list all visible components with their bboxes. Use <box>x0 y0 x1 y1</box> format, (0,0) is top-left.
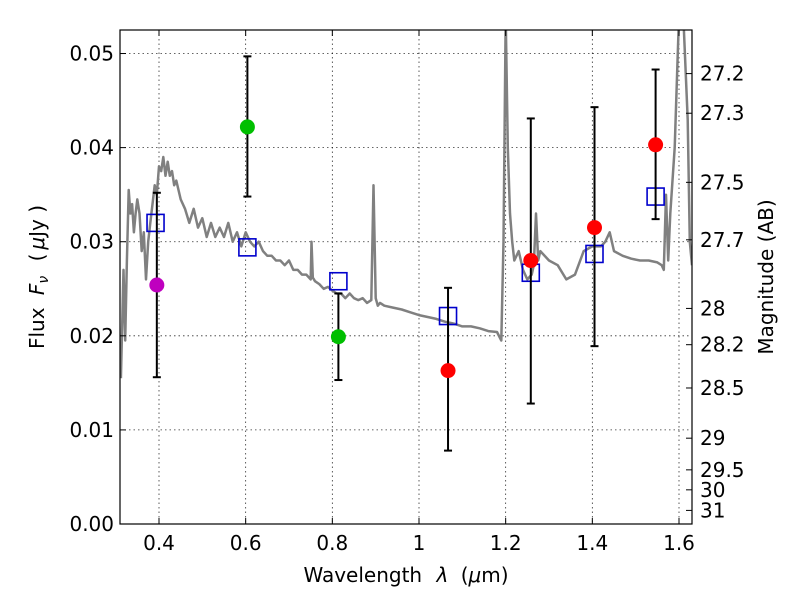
x-axis-ticks: 0.4 0.6 0.8 1 1.2 1.4 1.6 <box>143 30 695 555</box>
observed-flux-point <box>587 220 602 236</box>
plot-frame <box>119 29 693 525</box>
grid <box>120 30 692 525</box>
magnitude-tick-label: 27.7 <box>700 228 745 252</box>
x-axis-label: Wavelength λ (μm) <box>303 563 508 587</box>
observed-flux-point <box>440 363 456 379</box>
y-tick-label: 0.05 <box>69 42 114 66</box>
magnitude-tick-label: 28.5 <box>700 376 745 400</box>
y-tick-label: 0.04 <box>69 136 114 160</box>
magnitude-tick-label: 31 <box>700 498 725 522</box>
magnitude-tick-label: 27.3 <box>700 101 745 125</box>
x-tick-label: 0.4 <box>143 531 175 555</box>
sed-model-line <box>120 30 692 379</box>
magnitude-tick-label: 29 <box>700 426 725 450</box>
model-flux-square <box>146 213 165 233</box>
sed-model-layer <box>120 30 692 379</box>
observed-flux-point <box>330 329 346 345</box>
x-tick-label: 1.6 <box>663 531 695 555</box>
magnitude-tick-label: 27.5 <box>700 170 745 194</box>
magnitude-tick-label: 28 <box>700 296 725 320</box>
observed-flux-point <box>648 137 664 153</box>
y-tick-label: 0.01 <box>69 418 114 442</box>
observed-flux-point <box>523 253 539 269</box>
x-tick-label: 0.8 <box>316 531 348 555</box>
magnitude-tick-label: 29.5 <box>700 458 745 482</box>
x-tick-label: 1 <box>413 531 426 555</box>
y-tick-label: 0.02 <box>69 324 114 348</box>
observed-points-layer <box>149 119 664 379</box>
observed-flux-point <box>149 277 165 293</box>
model-photometry-layer <box>146 187 665 326</box>
observed-flux-point <box>239 119 255 135</box>
x-tick-label: 1.4 <box>576 531 608 555</box>
x-tick-label: 0.6 <box>230 531 262 555</box>
model-flux-square <box>238 238 257 257</box>
y-tick-label: 0.00 <box>69 512 114 536</box>
magnitude-tick-label: 28.2 <box>700 333 745 357</box>
y-axis-ticks: 0.00 0.01 0.02 0.03 0.04 0.05 <box>69 42 126 536</box>
magnitude-axis-label: Magnitude (AB) <box>754 199 778 354</box>
x-tick-label: 1.2 <box>490 531 522 555</box>
y-tick-label: 0.03 <box>69 230 114 254</box>
magnitude-tick-label: 30 <box>700 478 725 502</box>
magnitude-tick-label: 27.2 <box>700 62 745 86</box>
model-flux-square <box>329 271 348 291</box>
y-axis-label: Flux Fν (μJy ) <box>25 205 53 349</box>
